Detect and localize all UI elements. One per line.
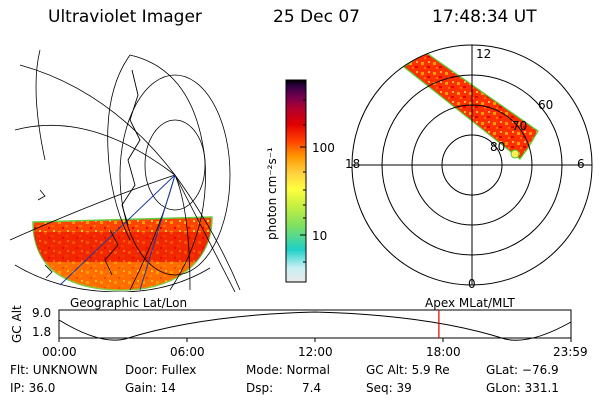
altitude-ylabel: GC Alt (10, 305, 24, 343)
ip-status: IP: 36.0 (10, 381, 56, 395)
altitude-curve (58, 311, 572, 341)
date-label: 25 Dec 07 (273, 7, 360, 27)
colorbar-gradient (285, 79, 307, 283)
mlt-label-12: 12 (476, 47, 492, 61)
time-tick-0000: 00:00 (42, 345, 77, 359)
gain-status: Gain: 14 (125, 381, 176, 395)
altitude-ytick-low: 1.8 (32, 325, 52, 339)
altitude-plot-frame (58, 309, 572, 339)
mlt-label-18: 18 (345, 157, 361, 171)
gc-alt-status: GC Alt: 5.9 Re (366, 363, 450, 377)
time-tick-1200: 12:00 (298, 345, 333, 359)
seq-status: Seq: 39 (366, 381, 412, 395)
mlat-label-80: 80 (490, 140, 506, 154)
colorbar-tick-100: 100 (312, 141, 335, 155)
altitude-ytick-high: 9.0 (32, 306, 52, 320)
glat-status: GLat: −76.9 (486, 363, 559, 377)
instrument-title: Ultraviolet Imager (48, 7, 202, 27)
colorbar-tick-10: 10 (312, 229, 328, 243)
glon-status: GLon: 331.1 (486, 381, 559, 395)
mode-status: Mode: Normal (246, 363, 330, 377)
mlt-label-6: 6 (577, 157, 585, 171)
mlat-label-60: 60 (538, 98, 554, 112)
time-tick-2359: 23:59 (553, 345, 588, 359)
door-status: Door: Fullex (125, 363, 197, 377)
mlt-label-0: 0 (468, 277, 476, 291)
dsp-value: 7.4 (302, 381, 322, 395)
time-tick-0600: 06:00 (170, 345, 205, 359)
flt-status: Flt: UNKNOWN (10, 363, 98, 377)
polar-panel-label: Apex MLat/MLT (425, 296, 515, 310)
geo-panel-label: Geographic Lat/Lon (70, 296, 188, 310)
time-tick-1800: 18:00 (426, 345, 461, 359)
dsp-label: Dsp: (246, 381, 274, 395)
mlat-label-70: 70 (512, 119, 528, 133)
time-label: 17:48:34 UT (432, 7, 537, 27)
